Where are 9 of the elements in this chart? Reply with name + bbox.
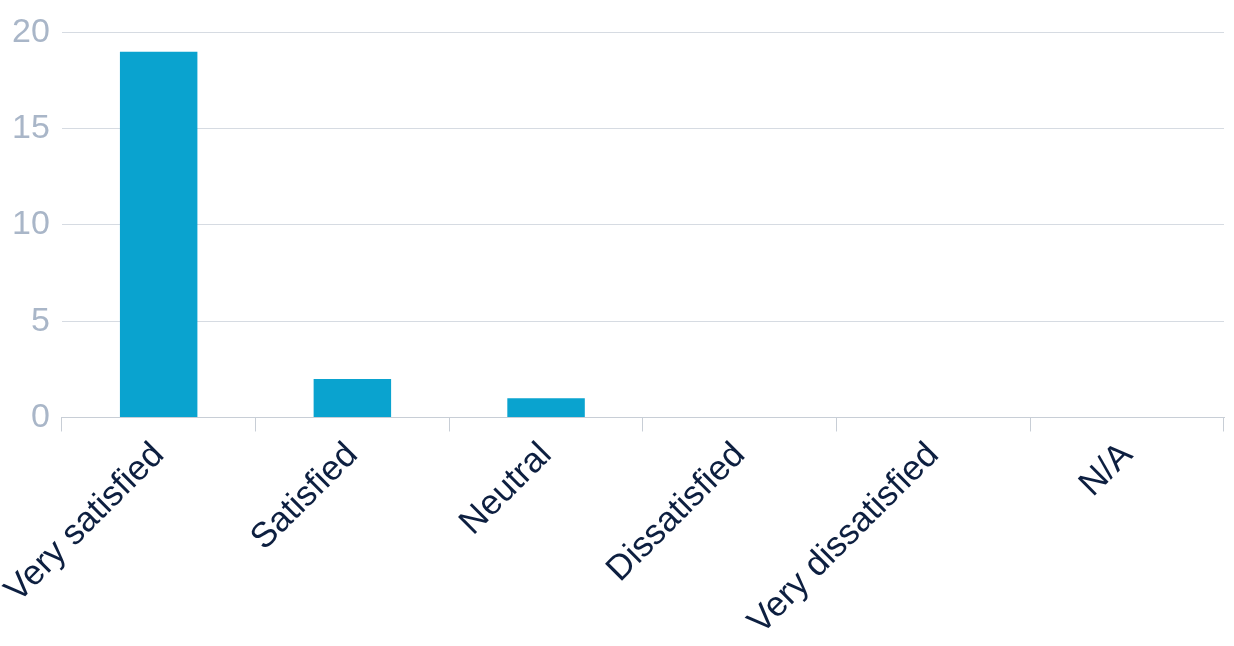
y-tick-label: 0	[30, 395, 50, 434]
x-tick-label: N/A	[1070, 433, 1140, 503]
bar	[119, 51, 198, 417]
bar	[507, 398, 585, 417]
bar	[313, 378, 392, 417]
y-tick-label: 20	[11, 10, 50, 49]
y-tick-label: 10	[11, 203, 50, 242]
y-tick-label: 15	[11, 107, 50, 146]
y-tick-label: 5	[30, 299, 50, 338]
